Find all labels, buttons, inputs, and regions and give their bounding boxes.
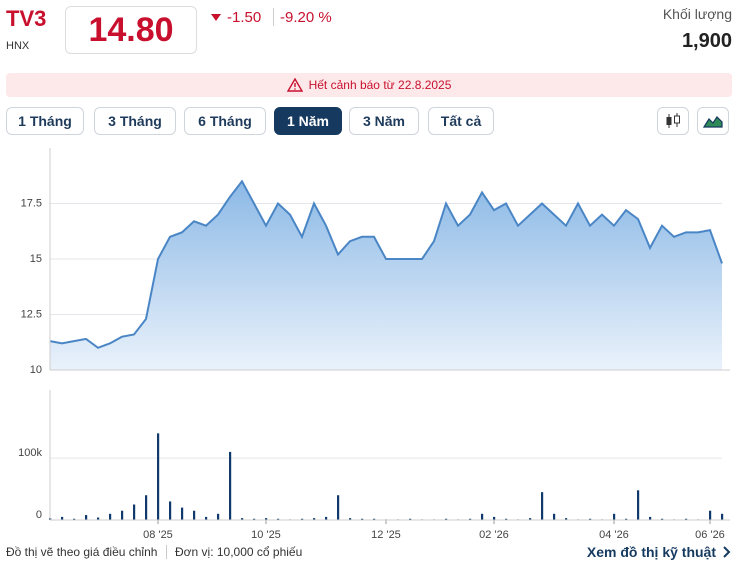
volume-bar [481, 513, 484, 520]
y-tick-label: 0 [36, 509, 42, 521]
volume-bar [325, 516, 328, 520]
area-icon [702, 116, 723, 128]
x-tick-label: 12 '25 [371, 529, 401, 541]
volume-bar [541, 492, 544, 520]
y-tick-label: 12.5 [21, 308, 42, 320]
range-button[interactable]: 3 Năm [349, 107, 419, 135]
x-tick-label: 10 '25 [251, 529, 281, 541]
volume-bar [241, 518, 244, 520]
x-tick-label: 06 '26 [695, 529, 725, 541]
range-button[interactable]: 1 Tháng [6, 107, 84, 135]
price-line [49, 179, 723, 349]
volume-bar [253, 518, 256, 520]
volume-bar [529, 518, 532, 520]
volume-bar [133, 504, 136, 520]
tech-chart-link[interactable]: Xem đồ thị kỹ thuật [586, 544, 716, 560]
chart: 10 12.5 15 17.5 0 100k 08 '25 10 '25 12 '25 02 '2… [18, 148, 730, 541]
volume-bar [589, 518, 592, 520]
volume-bar [685, 518, 688, 520]
volume-bar [97, 517, 100, 520]
volume-bar [109, 513, 112, 520]
volume-bar [193, 510, 196, 520]
range-button[interactable]: 6 Tháng [184, 107, 266, 135]
volume-bar [157, 433, 160, 520]
volume-bar [361, 518, 364, 520]
volume-label: Khối lượng [662, 6, 732, 22]
warning-banner: Hết cảnh báo từ 22.8.2025 [6, 73, 732, 97]
volume-bar [73, 518, 76, 520]
volume-bar [721, 513, 724, 520]
y-tick-label: 17.5 [21, 197, 42, 209]
warning-text: Hết cảnh báo từ 22.8.2025 [308, 78, 452, 92]
x-tick-label: 02 '26 [479, 529, 509, 541]
volume-bar [217, 513, 220, 520]
footer-note: Đồ thị vẽ theo giá điều chỉnh [6, 545, 158, 559]
y-tick-label: 100k [18, 447, 42, 459]
volume-bar [337, 495, 340, 520]
candle-icon [666, 113, 680, 128]
x-tick-label: 08 '25 [143, 529, 173, 541]
volume-bar [169, 501, 172, 520]
y-tick-label: 10 [30, 364, 42, 376]
volume-bar [709, 510, 712, 520]
divider [166, 545, 167, 559]
x-tick-label: 04 '26 [599, 529, 629, 541]
volume-bar [649, 516, 652, 520]
area-button[interactable] [697, 107, 729, 135]
price: 14.80 [65, 6, 197, 54]
volume-bar [637, 490, 640, 520]
volume-bar [121, 510, 124, 520]
volume-bar [229, 451, 232, 520]
volume-bar [277, 518, 280, 520]
volume-bar [301, 518, 304, 520]
volume-bar [409, 518, 412, 520]
range-button[interactable]: Tất cả [428, 107, 494, 135]
volume-bar [613, 513, 616, 520]
y-tick-label: 15 [30, 253, 42, 265]
range-button[interactable]: 3 Tháng [94, 107, 176, 135]
volume: 1,900 [681, 30, 732, 52]
candle-button[interactable] [657, 107, 689, 135]
volume-bar [661, 518, 664, 520]
price-area [50, 181, 722, 370]
volume-bar [625, 518, 628, 520]
change: -1.50 [227, 9, 262, 26]
volume-bar [145, 495, 148, 520]
volume-bar [565, 518, 568, 520]
down-arrow [211, 14, 221, 21]
volume-bar [205, 516, 208, 520]
volume-bar [265, 518, 268, 520]
volume-bar [313, 518, 316, 520]
footer-unit: Đơn vị: 10,000 cổ phiếu [175, 545, 303, 559]
exchange: HNX [6, 40, 30, 52]
change-pct: -9.20 % [280, 9, 332, 26]
volume-bar [445, 518, 448, 520]
range-button[interactable]: 1 Năm [274, 107, 342, 135]
volume-bar [181, 507, 184, 520]
divider [273, 8, 274, 26]
volume-bar [553, 513, 556, 520]
warning-icon [286, 78, 303, 92]
ticker: TV3 [6, 6, 47, 31]
volume-bar [469, 518, 472, 520]
chevron [723, 546, 731, 558]
volume-bar [349, 518, 352, 520]
volume-bar [85, 515, 88, 520]
volume-bar [493, 516, 496, 520]
volume-bar [61, 516, 64, 520]
volume-bar [505, 518, 508, 520]
volume-bar [373, 518, 376, 520]
